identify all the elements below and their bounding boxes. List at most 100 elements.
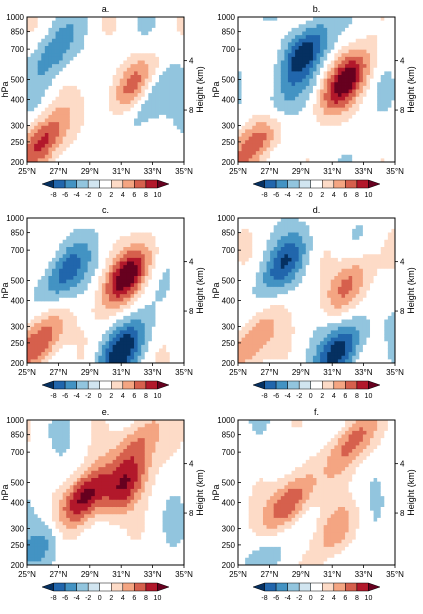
contour-cell — [48, 24, 52, 28]
contour-cell — [127, 151, 131, 155]
contour-cell — [388, 21, 392, 25]
contour-cell — [66, 32, 70, 36]
contour-cell — [141, 254, 145, 258]
contour-cell — [120, 298, 124, 302]
contour-cell — [102, 93, 106, 97]
contour-cell — [66, 61, 70, 65]
contour-cell — [130, 301, 134, 305]
contour-cell — [384, 122, 388, 126]
contour-cell — [84, 53, 88, 57]
contour-cell — [384, 115, 388, 119]
contour-cell — [277, 115, 281, 119]
contour-cell — [31, 276, 35, 280]
contour-cell — [106, 108, 110, 112]
contour-cell — [102, 57, 106, 61]
contour-cell — [102, 115, 106, 119]
contour-cell — [81, 21, 85, 25]
contour-cell — [130, 240, 134, 244]
contour-cell — [120, 64, 124, 68]
contour-cell — [27, 262, 31, 266]
contour-cell — [95, 50, 99, 54]
contour-cell — [155, 151, 159, 155]
contour-cell — [138, 32, 142, 36]
contour-cell — [109, 327, 113, 331]
contour-cell — [38, 24, 42, 28]
contour-cell — [309, 129, 313, 133]
contour-cell — [324, 35, 328, 39]
contour-cell — [113, 90, 117, 94]
contour-cell — [130, 269, 134, 273]
right-axis-label: Height (km) — [195, 66, 205, 113]
contour-cell — [256, 151, 260, 155]
contour-cell — [245, 32, 249, 36]
contour-cell — [141, 240, 145, 244]
contour-cell — [113, 356, 117, 360]
contour-cell — [320, 82, 324, 86]
contour-cell — [384, 108, 388, 112]
contour-cell — [70, 93, 74, 97]
contour-cell — [363, 64, 367, 68]
contour-cell — [59, 64, 63, 68]
contour-cell — [52, 148, 56, 152]
contour-cell — [66, 301, 70, 305]
contour-cell — [356, 93, 360, 97]
contour-cell — [302, 148, 306, 152]
contour-cell — [66, 330, 70, 334]
contour-cell — [384, 39, 388, 43]
contour-cell — [70, 309, 74, 313]
contour-cell — [95, 21, 99, 25]
contour-cell — [341, 90, 345, 94]
contour-cell — [317, 71, 321, 75]
contour-cell — [313, 97, 317, 101]
contour-cell — [84, 140, 88, 144]
contour-cell — [41, 349, 45, 353]
contour-cell — [148, 71, 152, 75]
contour-cell — [163, 86, 167, 90]
contour-cell — [163, 61, 167, 65]
contour-cell — [249, 126, 253, 130]
contour-cell — [259, 115, 263, 119]
contour-cell — [352, 140, 356, 144]
contour-cell — [267, 32, 271, 36]
contour-cell — [267, 155, 271, 159]
contour-cell — [88, 236, 92, 240]
contour-cell — [130, 356, 134, 360]
contour-cell — [309, 126, 313, 130]
contour-cell — [130, 21, 134, 25]
contour-cell — [267, 100, 271, 104]
contour-cell — [163, 140, 167, 144]
contour-cell — [327, 104, 331, 108]
contour-cell — [317, 137, 321, 141]
contour-cell — [88, 356, 92, 360]
contour-cell — [145, 97, 149, 101]
contour-cell — [41, 222, 45, 226]
contour-cell — [177, 61, 181, 65]
contour-cell — [374, 86, 378, 90]
contour-cell — [95, 144, 99, 148]
contour-cell — [288, 90, 292, 94]
contour-cell — [284, 111, 288, 115]
contour-cell — [77, 341, 81, 345]
colorbar-box — [265, 180, 277, 188]
contour-cell — [284, 39, 288, 43]
contour-cell — [359, 119, 363, 123]
contour-cell — [59, 108, 63, 112]
contour-cell — [295, 57, 299, 61]
contour-cell — [59, 151, 63, 155]
right-tick-label: 4 — [189, 57, 194, 66]
contour-cell — [341, 100, 345, 104]
contour-cell — [259, 46, 263, 50]
contour-cell — [52, 17, 56, 21]
contour-cell — [166, 97, 170, 101]
contour-cell — [306, 148, 310, 152]
contour-cell — [34, 262, 38, 266]
contour-cell — [95, 352, 99, 356]
contour-cell — [163, 75, 167, 79]
contour-cell — [148, 119, 152, 123]
contour-cell — [292, 137, 296, 141]
contour-cell — [259, 144, 263, 148]
contour-cell — [109, 115, 113, 119]
contour-cell — [252, 17, 256, 21]
contour-cell — [109, 148, 113, 152]
contour-cell — [91, 225, 95, 229]
